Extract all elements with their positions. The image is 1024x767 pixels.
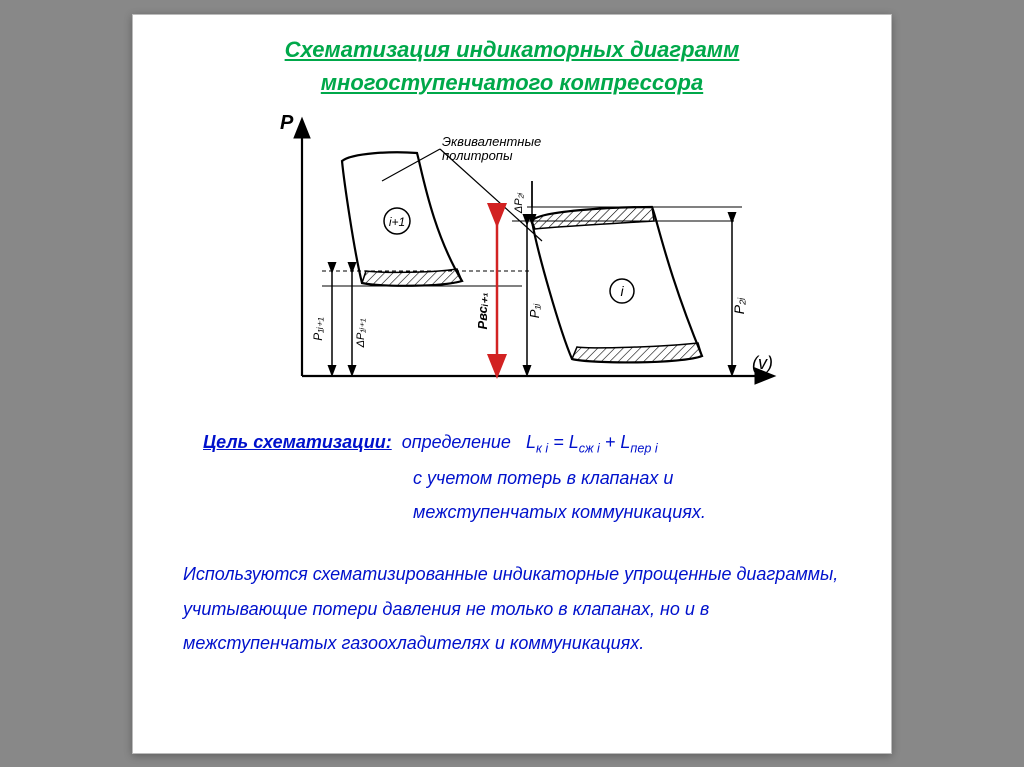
dim-red: Pвсᵢ₊₁	[475, 223, 497, 374]
goal-text2: с учетом потерь в клапанах и	[203, 468, 673, 488]
svg-text:Pвсᵢ₊₁: Pвсᵢ₊₁	[475, 292, 490, 329]
pv-diagram: P (v) i i+1	[232, 111, 792, 401]
loop-i-plus-1: i+1	[342, 152, 462, 286]
callout-polytrope: Эквивалентные политропы	[382, 134, 545, 241]
goal-formula: Lк i = Lсж i + Lпер i	[526, 432, 658, 452]
loop-i: i	[532, 207, 702, 362]
svg-text:ΔP₂ᵢ: ΔP₂ᵢ	[513, 192, 525, 214]
dim-p1i: P₁ᵢ	[527, 223, 542, 374]
axis-p-label: P	[280, 112, 294, 134]
goal-text3: межступенчатых коммуникациях.	[203, 502, 706, 522]
svg-text:P₁ᵢ₊₁: P₁ᵢ₊₁	[311, 317, 325, 341]
title-line-2: многоступенчатого компрессора	[321, 70, 703, 95]
svg-text:i: i	[620, 283, 624, 299]
svg-text:i+1: i+1	[389, 215, 405, 229]
axis-v-label: (v)	[752, 353, 773, 373]
svg-text:P₁ᵢ: P₁ᵢ	[527, 303, 542, 318]
description-block: Используются схематизированные индикатор…	[173, 557, 851, 660]
goal-label: Цель схематизации:	[203, 432, 392, 452]
goal-block: Цель схематизации: определение Lк i = Lс…	[173, 425, 851, 530]
svg-text:P₂ᵢ: P₂ᵢ	[731, 297, 747, 314]
title-line-1: Схематизация индикаторных диаграмм	[285, 37, 740, 62]
dim-p2i: P₂ᵢ	[731, 221, 747, 374]
diagram-container: P (v) i i+1	[173, 111, 851, 401]
slide-title: Схематизация индикаторных диаграмм много…	[173, 33, 851, 99]
goal-text1: определение	[402, 432, 511, 452]
svg-text:Эквивалентные политр: Эквивалентные политропы	[442, 134, 545, 163]
svg-text:ΔP₁ᵢ₊₁: ΔP₁ᵢ₊₁	[355, 318, 367, 348]
slide-page: Схематизация индикаторных диаграмм много…	[132, 14, 892, 754]
